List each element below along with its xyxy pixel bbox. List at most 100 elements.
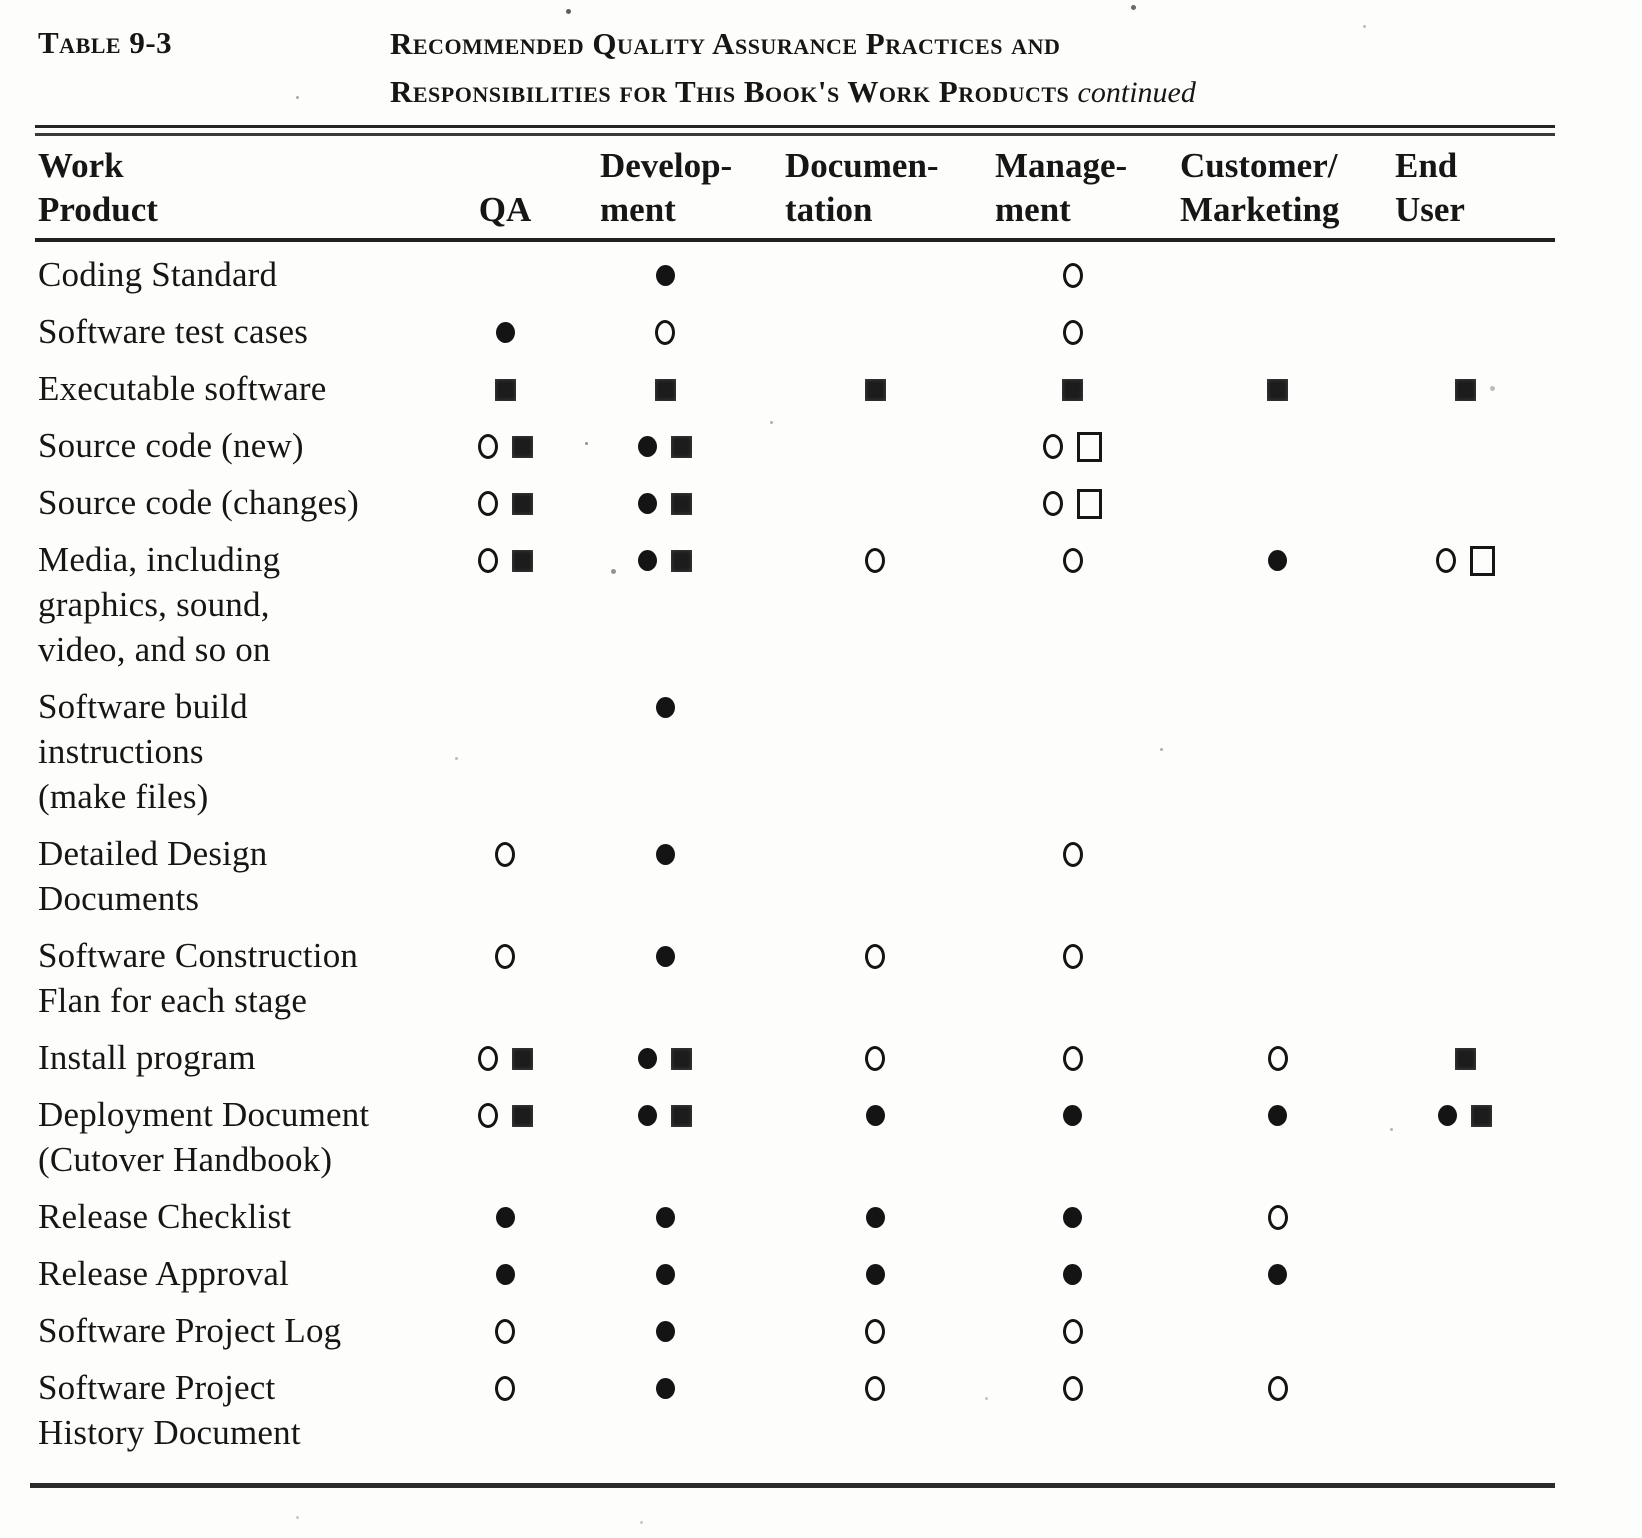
filled-circle-icon (655, 1264, 675, 1286)
filled-square-icon (1454, 1047, 1476, 1070)
cell-development (555, 252, 775, 297)
table-row: Release Approval (35, 1245, 1545, 1302)
open-circle-icon (1062, 944, 1083, 970)
filled-circle-icon (1268, 1105, 1287, 1127)
filled-circle-icon (638, 436, 657, 458)
filled-square-icon (671, 1047, 692, 1070)
cell-customer_marketing (1170, 1092, 1385, 1182)
cell-qa (455, 1308, 555, 1353)
column-header-work_product: Work Product (38, 146, 158, 229)
cell-customer_marketing (1170, 537, 1385, 672)
open-circle-icon (495, 944, 515, 970)
cell-documentation (775, 1365, 975, 1455)
filled-circle-icon (655, 265, 675, 287)
filled-square-icon (1062, 378, 1083, 401)
cell-documentation (775, 1251, 975, 1296)
cell-qa (455, 1251, 555, 1296)
cell-end_user (1385, 1308, 1545, 1353)
table-row: Coding Standard (35, 246, 1545, 303)
cell-qa (455, 933, 555, 1023)
cell-management (975, 423, 1170, 468)
cell-development (555, 366, 775, 411)
filled-square-icon (511, 435, 533, 458)
open-circle-icon (865, 548, 885, 574)
cell-documentation (775, 1308, 975, 1353)
open-circle-icon (477, 491, 498, 517)
work-product-name: Install program (38, 1038, 256, 1077)
open-circle-icon (495, 1376, 515, 1402)
cell-development (555, 537, 775, 672)
cell-end_user (1385, 1092, 1545, 1182)
cell-customer_marketing (1170, 1035, 1385, 1080)
cell-management (975, 537, 1170, 672)
filled-square-icon (654, 378, 676, 401)
table-row: Software test cases (35, 303, 1545, 360)
cell-development (555, 933, 775, 1023)
cell-qa (455, 423, 555, 468)
open-square-icon (1077, 431, 1102, 462)
cell-qa (455, 1092, 555, 1182)
column-header-end_user: End User (1395, 146, 1465, 229)
open-circle-icon (1043, 434, 1063, 460)
table-header-row: Work Product QA Develop-ment Documen-tation M… (35, 136, 1545, 238)
filled-circle-icon (1063, 1207, 1082, 1229)
filled-square-icon (511, 492, 533, 515)
cell-end_user (1385, 1035, 1545, 1080)
filled-circle-icon (1438, 1105, 1457, 1127)
filled-circle-icon (638, 1105, 657, 1127)
filled-square-icon (1454, 378, 1476, 401)
filled-circle-icon (495, 1207, 515, 1229)
cell-end_user (1385, 252, 1545, 297)
cell-end_user (1385, 366, 1545, 411)
cell-development (555, 309, 775, 354)
open-circle-icon (477, 434, 498, 460)
cell-qa (455, 537, 555, 672)
work-product-name: Deployment Document (Cutover Handbook) (38, 1095, 370, 1179)
cell-end_user (1385, 537, 1545, 672)
table-number-label: Table 9-3 (38, 25, 173, 60)
filled-circle-icon (495, 1264, 515, 1286)
filled-square-icon (671, 435, 692, 458)
table-caption: Table 9-3 Recommended Quality Assurance … (0, 0, 1642, 125)
cell-documentation (775, 366, 975, 411)
top-double-rule (35, 125, 1555, 136)
cell-end_user (1385, 1365, 1545, 1455)
filled-circle-icon (495, 322, 515, 344)
filled-square-icon (1471, 1104, 1492, 1127)
filled-circle-icon (638, 1048, 657, 1070)
cell-development (555, 1365, 775, 1455)
table-title-line1: Recommended Quality Assurance Practices … (390, 26, 1061, 61)
cell-documentation (775, 684, 975, 819)
cell-customer_marketing (1170, 423, 1385, 468)
cell-development (555, 684, 775, 819)
open-circle-icon (1062, 1319, 1083, 1345)
work-product-name: Software Project History Document (38, 1368, 301, 1452)
cell-documentation (775, 1092, 975, 1182)
cell-development (555, 1194, 775, 1239)
header-rule (35, 238, 1555, 242)
cell-management (975, 1308, 1170, 1353)
cell-management (975, 309, 1170, 354)
table-row: Release Checklist (35, 1188, 1545, 1245)
work-product-name: Source code (new) (38, 426, 304, 465)
open-circle-icon (1043, 491, 1063, 517)
work-product-name: Software Project Log (38, 1311, 342, 1350)
table-row: Deployment Document (Cutover Handbook) (35, 1086, 1545, 1188)
filled-circle-icon (638, 493, 657, 515)
cell-qa (455, 309, 555, 354)
cell-documentation (775, 480, 975, 525)
cell-customer_marketing (1170, 480, 1385, 525)
filled-square-icon (494, 378, 516, 401)
cell-development (555, 1092, 775, 1182)
cell-management (975, 1251, 1170, 1296)
table-row: Media, including graphics, sound, video, a… (35, 531, 1545, 678)
cell-end_user (1385, 1251, 1545, 1296)
open-circle-icon (1062, 320, 1083, 346)
filled-circle-icon (865, 1105, 885, 1127)
table-row: Software Project Log (35, 1302, 1545, 1359)
cell-end_user (1385, 480, 1545, 525)
cell-management (975, 933, 1170, 1023)
cell-documentation (775, 423, 975, 468)
bottom-rule (30, 1483, 1555, 1488)
open-circle-icon (1062, 548, 1083, 574)
